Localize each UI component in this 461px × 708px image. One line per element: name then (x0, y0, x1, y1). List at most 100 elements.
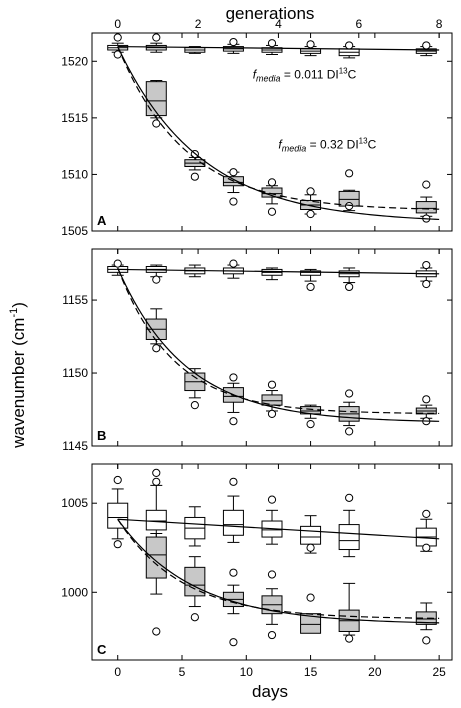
box-outlier (113, 33, 122, 42)
panel-b: 1145 1150 1155 B (62, 248, 453, 453)
box (300, 515, 322, 554)
box-outlier (306, 593, 315, 602)
box (261, 267, 283, 281)
box (145, 532, 167, 636)
box-outlier (229, 373, 238, 382)
box-outlier (306, 40, 315, 49)
y-axis-title-base: wavenumber (cm (9, 318, 28, 449)
box-outlier (267, 630, 277, 640)
box-outlier (422, 395, 431, 404)
fit-curve (117, 267, 440, 422)
box-outlier (345, 427, 354, 436)
x2-tick-label: 8 (436, 17, 443, 31)
box (415, 260, 437, 289)
box-outlier (306, 282, 315, 292)
box-outlier (345, 493, 354, 502)
annotation-part: = 0.011 DI (281, 67, 339, 81)
box-outlier (422, 180, 431, 189)
box (261, 570, 283, 640)
box (145, 80, 167, 128)
fit-curve (117, 268, 440, 275)
annotation-part: media (282, 143, 307, 153)
annotation: fmedia = 0.011 DI13C (253, 66, 357, 83)
box (338, 41, 360, 59)
annotation-part: media (256, 73, 281, 83)
y-axis-title-sup: -1 (8, 308, 20, 318)
annotation-part: C (348, 67, 357, 81)
box (222, 37, 244, 54)
panel-frame (91, 463, 453, 661)
box (300, 187, 322, 219)
y-axis-title: wavenumber (cm-1) (8, 302, 28, 449)
box-outlier (190, 613, 199, 622)
box (184, 368, 206, 410)
box-body (145, 81, 167, 117)
y-tick-label: 1005 (61, 496, 88, 510)
box-outlier (306, 209, 315, 219)
box-outlier (306, 420, 315, 429)
fit-curve-dashed (117, 46, 440, 210)
fit-curve (117, 45, 440, 51)
x2-tick-label: 4 (275, 17, 282, 31)
box (145, 468, 167, 542)
box (107, 475, 129, 549)
box-outlier (267, 495, 277, 504)
box-body (415, 201, 437, 214)
box (261, 495, 283, 545)
box-outlier (422, 260, 431, 270)
box (415, 509, 437, 552)
box-body (107, 502, 129, 529)
box (415, 602, 437, 645)
box (222, 259, 244, 279)
x-tick-label: 20 (368, 665, 382, 679)
box (222, 168, 244, 206)
y-tick-label: 1150 (62, 366, 88, 380)
box (300, 593, 322, 634)
box (338, 267, 360, 292)
box (300, 40, 322, 57)
box-body (300, 270, 322, 276)
box (338, 582, 360, 643)
box-outlier (113, 259, 122, 268)
box (145, 264, 167, 284)
x-axis-title: days (252, 682, 288, 701)
box (261, 380, 283, 418)
box-outlier (422, 636, 431, 645)
fit-curve (117, 46, 440, 221)
box (261, 39, 283, 55)
box-body (261, 394, 283, 406)
x-tick-label: 0 (114, 665, 121, 679)
box-outlier (267, 380, 277, 389)
box-outlier (229, 477, 238, 486)
box (415, 41, 437, 57)
y-tick-label: 1520 (61, 54, 88, 68)
box (145, 308, 167, 353)
annotation: fmedia = 0.32 DI13C (278, 136, 376, 153)
box-outlier (422, 279, 431, 289)
box-outlier (229, 197, 238, 206)
fit-curve (117, 518, 440, 540)
box-outlier (190, 401, 199, 410)
box-outlier (190, 172, 199, 181)
box (222, 477, 244, 543)
box-outlier (267, 207, 277, 216)
box-outlier (345, 282, 354, 292)
y-tick-label: 1505 (61, 224, 88, 238)
panel-c: 1000 1005 C0 5 10 15 20 25 (61, 463, 453, 679)
box-outlier (152, 468, 161, 478)
y-tick-label: 1510 (61, 167, 88, 181)
box (261, 178, 283, 216)
x2-tick-label: 0 (114, 17, 121, 31)
box (222, 568, 244, 647)
x-tick-label: 25 (432, 665, 446, 679)
box-outlier (422, 509, 431, 518)
box-outlier (422, 543, 431, 552)
box-outlier (229, 417, 238, 426)
box-outlier (267, 409, 277, 418)
box-outlier (306, 187, 315, 196)
fit-curve-dashed (117, 518, 440, 619)
box-outlier (152, 275, 161, 284)
box-outlier (345, 41, 354, 50)
